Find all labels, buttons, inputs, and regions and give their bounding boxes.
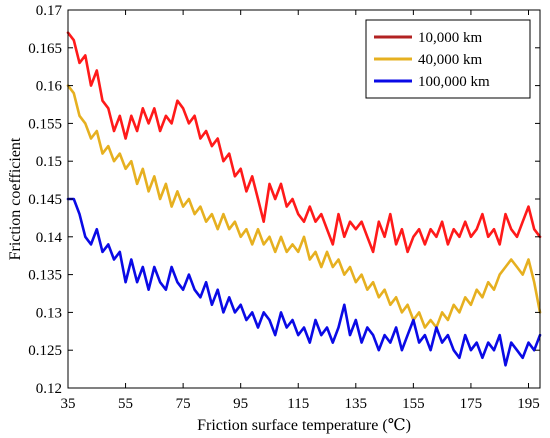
- x-tick-label: 135: [345, 396, 368, 412]
- x-tick-label: 55: [118, 396, 133, 412]
- x-tick-label: 95: [233, 396, 248, 412]
- x-axis-label: Friction surface temperature (℃): [197, 417, 411, 434]
- y-tick-label: 0.12: [36, 381, 62, 397]
- x-axis: 35 55 75 95 115 135 155 175 195: [61, 10, 540, 412]
- x-tick-label: 35: [61, 396, 76, 412]
- y-axis: 0.12 0.125 0.13 0.135 0.14 0.145 0.15 0.155 0.16…: [28, 3, 540, 397]
- legend-label-2: 40,000 km: [418, 52, 483, 68]
- y-tick-label: 0.17: [36, 3, 63, 19]
- y-tick-label: 0.125: [28, 343, 62, 359]
- x-tick-label: 175: [460, 396, 483, 412]
- y-tick-label: 0.14: [36, 230, 63, 246]
- y-tick-label: 0.165: [28, 41, 62, 57]
- series-line-3: [66, 197, 542, 367]
- x-tick-label: 115: [287, 396, 309, 412]
- y-tick-label: 0.16: [36, 79, 63, 95]
- legend: 10,000 km 40,000 km 100,000 km: [365, 19, 531, 99]
- series-line-2: [66, 84, 542, 329]
- x-tick-label: 195: [517, 396, 540, 412]
- x-tick-label: 155: [402, 396, 425, 412]
- y-axis-label: Friction coefficient: [7, 137, 24, 260]
- y-tick-label: 0.155: [28, 116, 62, 132]
- y-tick-label: 0.145: [28, 192, 62, 208]
- y-tick-label: 0.13: [36, 305, 62, 321]
- series-line-1: [66, 31, 542, 254]
- legend-label-3: 100,000 km: [418, 74, 490, 90]
- y-tick-label: 0.135: [28, 268, 62, 284]
- x-tick-label: 75: [176, 396, 191, 412]
- legend-label-1: 10,000 km: [418, 30, 483, 46]
- y-tick-label: 0.15: [36, 154, 62, 170]
